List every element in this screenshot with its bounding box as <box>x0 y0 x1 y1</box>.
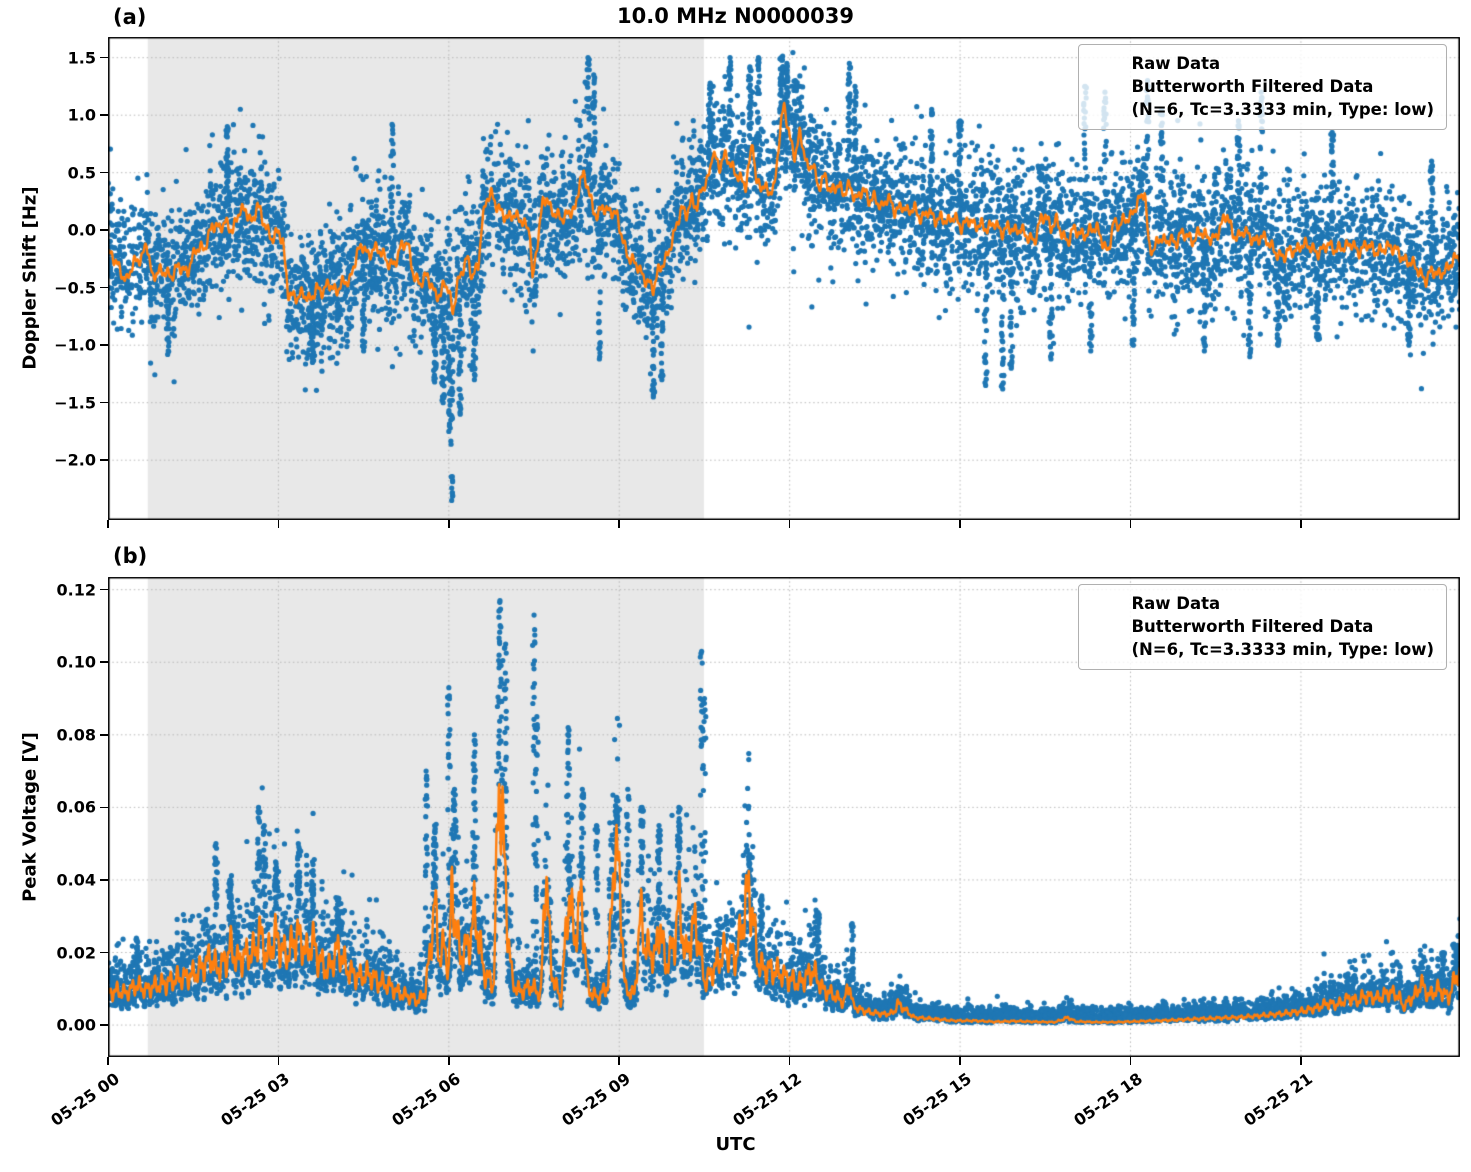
x-tick-label: 05-25 03 <box>217 1069 294 1130</box>
x-tick-label: 05-25 00 <box>47 1069 123 1130</box>
legend-filtered-marker-slot <box>1087 75 1131 121</box>
x-tick-label: 05-25 21 <box>1240 1069 1316 1130</box>
y-tick-label: −1.5 <box>54 393 96 413</box>
y-tick-mark <box>100 401 108 404</box>
raw-data-dot-icon <box>1106 60 1113 67</box>
y-tick-label: 0.5 <box>67 163 96 183</box>
legend-filtered-label: Butterworth Filtered Data (N=6, Tc=3.3333… <box>1131 615 1434 661</box>
filtered-line-icon <box>1090 97 1128 100</box>
y-tick-mark <box>100 806 108 809</box>
plot-area-b: Raw Data Butterworth Filtered Data (N=6, … <box>108 577 1460 1057</box>
panel-a-tag: (a) <box>113 5 147 29</box>
x-tick-label: 05-25 06 <box>388 1069 464 1130</box>
x-tick-mark <box>107 1057 109 1065</box>
x-tick-mark <box>959 1057 961 1065</box>
y-tick-mark <box>100 171 108 174</box>
y-tick-mark <box>100 114 108 116</box>
y-tick-label: −1.0 <box>54 335 96 355</box>
legend-filtered-line2: (N=6, Tc=3.3333 min, Type: low) <box>1131 100 1434 119</box>
legend-filtered-label: Butterworth Filtered Data (N=6, Tc=3.3333… <box>1131 75 1434 121</box>
y-tick-mark <box>100 459 108 461</box>
legend-filtered-line1: Butterworth Filtered Data <box>1131 617 1374 636</box>
x-tick-mark <box>618 1057 621 1065</box>
y-tick-label: 0.10 <box>56 652 96 672</box>
plot-area-a: Raw Data Butterworth Filtered Data (N=6, … <box>108 37 1460 520</box>
legend-a: Raw Data Butterworth Filtered Data (N=6, … <box>1078 44 1447 130</box>
legend-raw-label: Raw Data <box>1131 54 1221 73</box>
y-tick-label: 0.0 <box>67 220 96 240</box>
y-tick-mark <box>100 734 108 736</box>
x-tick-label: 05-25 18 <box>1069 1069 1146 1130</box>
x-tick-mark <box>788 520 791 528</box>
y-tick-mark <box>100 229 108 231</box>
y-tick-label: 0.08 <box>56 725 96 745</box>
y-tick-label: −2.0 <box>54 450 96 470</box>
panel-b-tag: (b) <box>113 544 148 568</box>
raw-data-dot-icon <box>1106 600 1113 607</box>
legend-raw-label: Raw Data <box>1131 594 1221 613</box>
y-tick-mark <box>100 661 108 664</box>
x-tick-mark <box>107 520 109 528</box>
filtered-line-icon <box>1090 637 1128 640</box>
legend-filtered-marker-slot <box>1087 615 1131 661</box>
legend-b: Raw Data Butterworth Filtered Data (N=6, … <box>1078 584 1447 670</box>
legend-raw-marker-slot <box>1087 592 1131 615</box>
x-tick-mark <box>277 1057 280 1065</box>
x-tick-label: 05-25 15 <box>899 1069 976 1130</box>
legend-raw-marker-slot <box>1087 52 1131 75</box>
y-tick-mark <box>100 879 108 881</box>
y-tick-label: 0.00 <box>56 1015 96 1035</box>
y-tick-label: 0.12 <box>56 580 96 600</box>
y-tick-label: 0.06 <box>56 797 96 817</box>
legend-raw-entry: Raw Data <box>1087 592 1434 615</box>
legend-filtered-entry: Butterworth Filtered Data (N=6, Tc=3.3333… <box>1087 75 1434 121</box>
y-tick-mark <box>100 286 108 289</box>
x-tick-mark <box>618 520 621 528</box>
legend-raw-entry: Raw Data <box>1087 52 1434 75</box>
x-tick-mark <box>1129 520 1132 528</box>
legend-filtered-line2: (N=6, Tc=3.3333 min, Type: low) <box>1131 640 1434 659</box>
y-tick-label: 1.5 <box>67 48 96 68</box>
x-tick-mark <box>788 1057 791 1065</box>
legend-filtered-entry: Butterworth Filtered Data (N=6, Tc=3.3333… <box>1087 615 1434 661</box>
y-tick-mark <box>100 951 108 954</box>
y-tick-mark <box>100 56 108 59</box>
figure-title: 10.0 MHz N0000039 <box>617 4 854 28</box>
y-tick-label: 0.04 <box>56 870 96 890</box>
y-tick-mark <box>100 1024 108 1026</box>
x-tick-mark <box>1129 1057 1132 1065</box>
x-tick-mark <box>1300 520 1302 528</box>
x-tick-mark <box>448 1057 450 1065</box>
x-tick-mark <box>959 520 961 528</box>
x-tick-label: 05-25 09 <box>558 1069 635 1130</box>
y-tick-label: 0.02 <box>56 943 96 962</box>
y-tick-mark <box>100 344 108 346</box>
x-tick-mark <box>1300 1057 1302 1065</box>
x-tick-label: 05-25 12 <box>728 1069 805 1130</box>
x-axis-label-utc: UTC <box>715 1134 756 1155</box>
y-tick-label: 1.0 <box>67 105 96 125</box>
legend-filtered-line1: Butterworth Filtered Data <box>1131 77 1374 96</box>
x-tick-mark <box>277 520 280 528</box>
x-tick-mark <box>448 520 450 528</box>
y-tick-mark <box>100 588 108 591</box>
y-tick-label: −0.5 <box>54 278 96 298</box>
